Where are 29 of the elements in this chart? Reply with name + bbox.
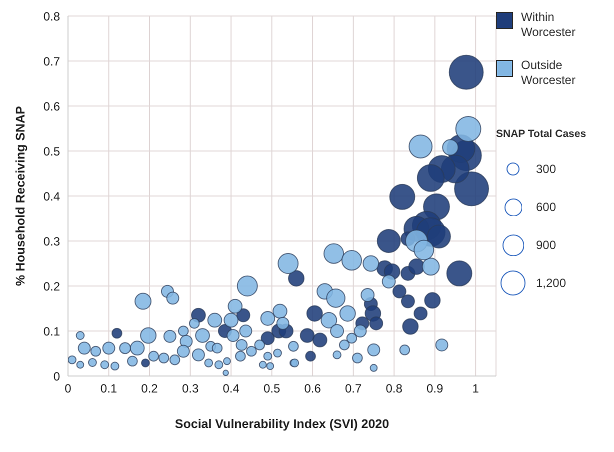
legend-label: Within Worcester <box>521 10 576 40</box>
x-tick-label: 0.5 <box>263 382 280 396</box>
legend-label: 300 <box>536 162 556 176</box>
legend-label: 600 <box>536 200 556 214</box>
x-tick-label: 1 <box>472 382 480 396</box>
y-tick-label: 0 <box>53 369 60 384</box>
legend-label: Outside Worcester <box>521 58 576 88</box>
x-tick-label: 0.6 <box>304 382 322 396</box>
legend-label: 1,200 <box>536 276 566 290</box>
y-tick-label: 0.8 <box>43 9 60 24</box>
x-tick-label: 0.3 <box>182 382 199 396</box>
y-tick-label: 0.3 <box>43 234 60 248</box>
legend-label: 900 <box>536 238 556 252</box>
y-tick-label: 0.6 <box>43 99 60 114</box>
y-tick-label: 0.1 <box>43 324 60 338</box>
y-axis-title: % Household Receiving SNAP <box>13 106 28 286</box>
x-tick-label: 0.2 <box>141 382 158 396</box>
x-tick-label: 0.1 <box>100 382 118 396</box>
y-tick-label: 0.5 <box>43 144 60 158</box>
x-axis-title: Social Vulnerability Index (SVI) 2020 <box>174 417 390 431</box>
x-tick-label: 0.9 <box>426 382 444 396</box>
x-tick-label: 0.7 <box>344 382 362 396</box>
legend-title: SNAP Total Cases <box>496 128 588 140</box>
y-tick-label: 0.4 <box>43 189 60 204</box>
x-tick-label: 0 <box>64 382 72 396</box>
x-tick-label: 0.4 <box>222 382 240 396</box>
y-tick-label: 0.2 <box>43 279 60 294</box>
x-tick-label: 0.8 <box>386 382 403 396</box>
y-tick-label: 0.7 <box>43 54 60 68</box>
